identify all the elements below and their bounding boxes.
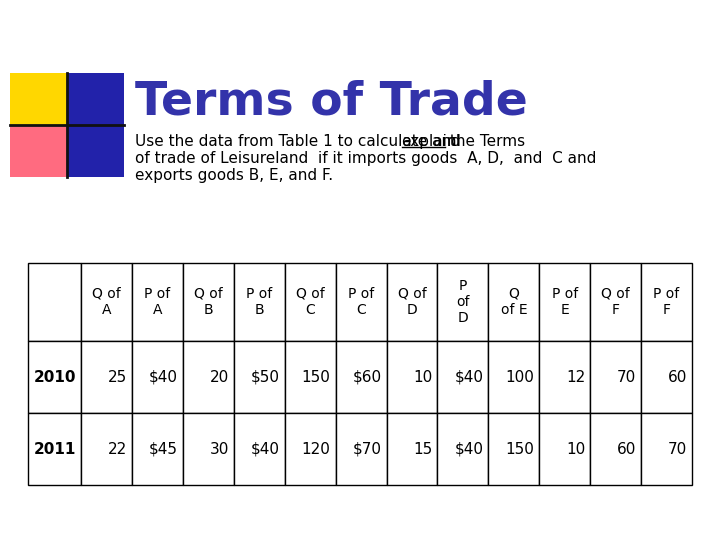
Bar	[539, 341, 590, 413]
Text: $40: $40	[454, 369, 483, 384]
Text: Use the data from Table 1 to calculate and: Use the data from Table 1 to calculate a…	[135, 134, 466, 149]
Text: 70: 70	[617, 369, 636, 384]
Text: of trade of Leisureland  if it imports goods  A, D,  and  C and: of trade of Leisureland if it imports go…	[135, 151, 596, 166]
Bar	[641, 263, 692, 341]
Text: 150: 150	[302, 369, 330, 384]
Text: explain: explain	[402, 134, 457, 149]
Bar	[336, 263, 387, 341]
Bar	[387, 341, 438, 413]
Text: P of
E: P of E	[552, 287, 578, 317]
Text: Q of
D: Q of D	[397, 287, 426, 317]
Bar	[488, 413, 539, 485]
Bar	[183, 341, 234, 413]
Text: Q
of E: Q of E	[500, 287, 527, 317]
Bar	[284, 413, 336, 485]
Bar	[590, 413, 641, 485]
Bar	[336, 341, 387, 413]
Text: P
of
D: P of D	[456, 279, 469, 325]
Bar	[590, 341, 641, 413]
Text: $45: $45	[149, 442, 178, 456]
Text: Q of
C: Q of C	[296, 287, 325, 317]
Text: 120: 120	[302, 442, 330, 456]
Text: 25: 25	[108, 369, 127, 384]
Text: 30: 30	[210, 442, 229, 456]
Bar	[28, 263, 81, 341]
Bar	[284, 263, 336, 341]
Text: 60: 60	[617, 442, 636, 456]
Text: $40: $40	[149, 369, 178, 384]
Text: $50: $50	[251, 369, 280, 384]
Text: $70: $70	[353, 442, 382, 456]
Bar	[234, 341, 284, 413]
Bar	[10, 73, 67, 125]
Bar	[488, 341, 539, 413]
Bar	[81, 413, 132, 485]
Bar	[387, 413, 438, 485]
Bar	[183, 263, 234, 341]
Text: 2010: 2010	[33, 369, 76, 384]
Bar	[132, 413, 183, 485]
Bar	[234, 263, 284, 341]
Bar	[641, 341, 692, 413]
Text: the Terms: the Terms	[445, 134, 525, 149]
Text: 20: 20	[210, 369, 229, 384]
Bar	[539, 413, 590, 485]
Bar	[590, 263, 641, 341]
Bar	[387, 263, 438, 341]
Bar	[234, 413, 284, 485]
Text: 60: 60	[667, 369, 687, 384]
Bar	[438, 413, 488, 485]
Bar	[336, 413, 387, 485]
Text: 2011: 2011	[33, 442, 76, 456]
Bar	[641, 413, 692, 485]
Bar	[183, 413, 234, 485]
Text: Q of
B: Q of B	[194, 287, 222, 317]
Text: Terms of Trade: Terms of Trade	[135, 79, 528, 125]
Text: 22: 22	[108, 442, 127, 456]
Text: 150: 150	[505, 442, 534, 456]
Text: exports goods B, E, and F.: exports goods B, E, and F.	[135, 168, 333, 183]
Text: P of
F: P of F	[654, 287, 680, 317]
Text: $40: $40	[454, 442, 483, 456]
Text: P of
C: P of C	[348, 287, 374, 317]
Text: P of
B: P of B	[246, 287, 272, 317]
Bar	[81, 341, 132, 413]
Bar	[539, 263, 590, 341]
Text: Q of
A: Q of A	[92, 287, 121, 317]
Bar	[438, 341, 488, 413]
Text: Q of
F: Q of F	[601, 287, 630, 317]
Text: $60: $60	[352, 369, 382, 384]
Bar	[284, 341, 336, 413]
Bar	[67, 73, 124, 177]
Bar	[438, 263, 488, 341]
Bar	[132, 341, 183, 413]
Bar	[10, 125, 67, 177]
Text: $40: $40	[251, 442, 280, 456]
Text: 12: 12	[566, 369, 585, 384]
Bar	[488, 263, 539, 341]
Text: 15: 15	[413, 442, 433, 456]
Bar	[81, 263, 132, 341]
Text: 10: 10	[566, 442, 585, 456]
Bar	[132, 263, 183, 341]
Bar	[28, 341, 81, 413]
Text: 70: 70	[667, 442, 687, 456]
Text: 10: 10	[413, 369, 433, 384]
Bar	[28, 413, 81, 485]
Text: P of
A: P of A	[144, 287, 171, 317]
Text: 100: 100	[505, 369, 534, 384]
